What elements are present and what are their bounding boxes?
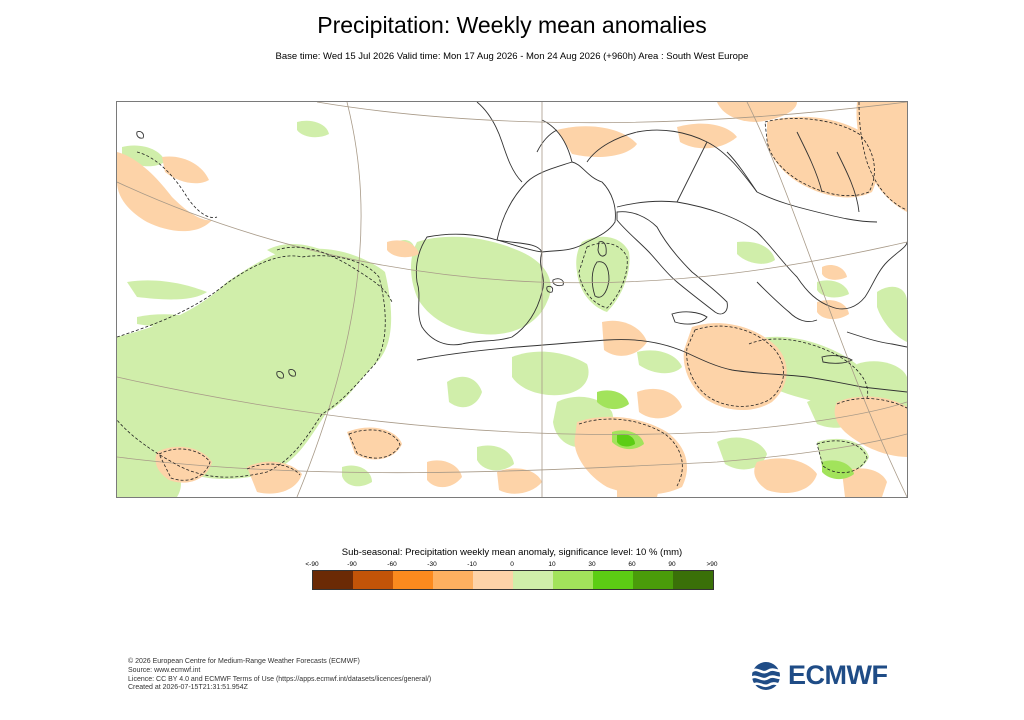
legend-title: Sub-seasonal: Precipitation weekly mean … xyxy=(341,547,683,558)
legend-tick-label: -10 xyxy=(467,561,477,568)
chart-subtitle: Base time: Wed 15 Jul 2026 Valid time: M… xyxy=(275,51,749,62)
legend-colorbar xyxy=(312,570,714,590)
map-svg xyxy=(117,102,907,497)
footer-line: Created at 2026-07-15T21:31:51.954Z xyxy=(128,684,248,692)
legend-tick-label: 10 xyxy=(548,561,556,568)
legend-tick-label: 60 xyxy=(628,561,636,568)
ecmwf-logo: ECMWF xyxy=(748,660,900,692)
legend-swatch xyxy=(633,571,673,589)
graticule xyxy=(117,102,907,497)
legend-swatch xyxy=(673,571,713,589)
footer-line: © 2026 European Centre for Medium-Range … xyxy=(128,658,360,665)
legend-tick-label: -90 xyxy=(347,561,357,568)
legend-tick-label: >90 xyxy=(706,561,718,568)
footer-credits: © 2026 European Centre for Medium-Range … xyxy=(128,658,431,693)
legend-tick-label: -30 xyxy=(427,561,437,568)
legend-swatch xyxy=(513,571,553,589)
legend-tick-label: 0 xyxy=(510,561,514,568)
legend-tick-label: -60 xyxy=(387,561,397,568)
legend-tick-label: 30 xyxy=(588,561,596,568)
legend-swatch xyxy=(393,571,433,589)
legend-ticks: <-90 -90 -60 -30 -10 0 10 30 60 90 >90 xyxy=(305,561,717,571)
legend-swatch xyxy=(473,571,513,589)
ecmwf-logo-text: ECMWF xyxy=(788,660,888,690)
legend-swatch xyxy=(353,571,393,589)
chart-title: Precipitation: Weekly mean anomalies xyxy=(317,12,707,38)
significance-contours xyxy=(117,102,907,487)
coastlines xyxy=(136,102,907,393)
legend-swatch xyxy=(553,571,593,589)
legend-tick-label: <-90 xyxy=(305,561,319,568)
negative-anomaly-areas xyxy=(117,102,907,497)
strong-positive-areas xyxy=(617,434,635,447)
footer-line: Source: www.ecmwf.int xyxy=(128,666,201,674)
legend-tick-label: 90 xyxy=(668,561,676,568)
ecmwf-globe-icon xyxy=(750,662,784,690)
footer-line: Licence: CC BY 4.0 and ECMWF Terms of Us… xyxy=(128,675,432,683)
anomaly-map xyxy=(116,101,908,498)
legend-swatch xyxy=(433,571,473,589)
legend-swatch xyxy=(313,571,353,589)
legend-swatch xyxy=(593,571,633,589)
positive-anomaly-areas xyxy=(117,120,907,497)
